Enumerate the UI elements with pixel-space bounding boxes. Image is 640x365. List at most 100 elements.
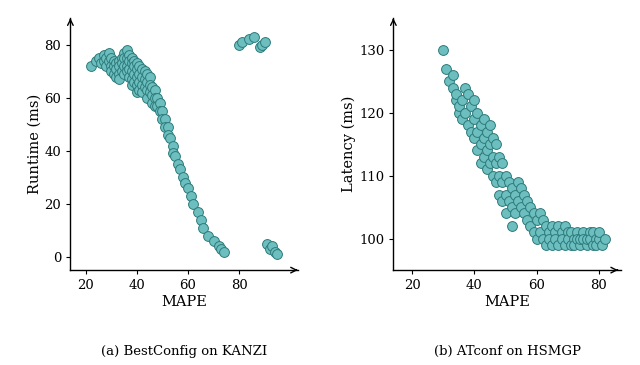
Point [581, 242, 591, 248]
Point [106, 68, 116, 74]
Point [244, 36, 255, 42]
Point [584, 236, 595, 242]
Point [476, 160, 486, 166]
Point [529, 229, 539, 235]
Point [569, 242, 579, 248]
Point [119, 55, 129, 61]
Point [500, 192, 511, 197]
Point [485, 160, 495, 166]
Point [147, 84, 157, 90]
Point [175, 166, 186, 172]
Point [140, 76, 150, 82]
Point [160, 124, 170, 130]
Point [127, 55, 137, 61]
Point [482, 128, 492, 134]
Point [160, 116, 170, 122]
Point [438, 47, 449, 53]
Point [476, 122, 486, 128]
Point [119, 71, 129, 77]
Point [488, 135, 498, 141]
Point [119, 50, 129, 55]
Point [534, 229, 545, 235]
Point [127, 60, 137, 66]
Point [491, 160, 501, 166]
Point [109, 63, 119, 69]
Point [575, 236, 586, 242]
Point [99, 53, 109, 58]
Point [114, 58, 124, 64]
Point [572, 236, 582, 242]
Point [150, 103, 160, 109]
Point [134, 63, 145, 69]
Point [441, 66, 451, 72]
Point [259, 39, 269, 45]
Point [500, 211, 511, 216]
Point [588, 242, 598, 248]
Point [572, 229, 582, 235]
Point [124, 74, 134, 80]
Point [111, 66, 122, 72]
Point [594, 229, 604, 235]
Point [165, 135, 175, 141]
Point [137, 74, 147, 80]
Point [463, 122, 473, 128]
Point [150, 95, 160, 101]
Point [516, 185, 526, 191]
Point [204, 233, 214, 239]
Point [460, 85, 470, 91]
Point [137, 89, 147, 95]
Point [507, 223, 517, 229]
Point [155, 108, 165, 114]
Point [137, 66, 147, 72]
Point [188, 201, 198, 207]
Point [140, 68, 150, 74]
Point [457, 116, 467, 122]
Point [178, 174, 188, 180]
Point [132, 74, 142, 80]
Point [563, 236, 573, 242]
Point [454, 110, 464, 116]
Point [267, 243, 277, 249]
Point [563, 229, 573, 235]
Point [106, 55, 116, 61]
Point [472, 147, 483, 153]
Point [145, 82, 155, 88]
Point [99, 58, 109, 64]
Point [170, 153, 180, 159]
Point [559, 223, 570, 229]
Point [479, 135, 489, 141]
Point [109, 58, 119, 64]
Point [111, 60, 122, 66]
Point [269, 249, 280, 254]
Point [122, 63, 132, 69]
Point [96, 60, 106, 66]
Point [114, 76, 124, 82]
Point [525, 223, 536, 229]
Text: (b) ATconf on HSMGP: (b) ATconf on HSMGP [433, 345, 580, 358]
Point [507, 204, 517, 210]
Point [132, 66, 142, 72]
Point [122, 55, 132, 61]
Point [262, 241, 272, 246]
Point [145, 74, 155, 80]
Point [504, 179, 514, 185]
Point [86, 63, 96, 69]
Point [137, 82, 147, 88]
Point [479, 154, 489, 160]
Point [591, 236, 601, 242]
Point [466, 103, 476, 109]
Point [186, 193, 196, 199]
Point [469, 135, 479, 141]
Point [101, 55, 111, 61]
Point [127, 82, 137, 88]
Point [500, 173, 511, 178]
Point [522, 198, 532, 204]
Point [584, 229, 595, 235]
Point [513, 179, 523, 185]
X-axis label: MAPE: MAPE [484, 295, 530, 309]
Point [101, 63, 111, 69]
Point [566, 242, 576, 248]
Point [538, 236, 548, 242]
Point [525, 204, 536, 210]
Point [234, 42, 244, 48]
